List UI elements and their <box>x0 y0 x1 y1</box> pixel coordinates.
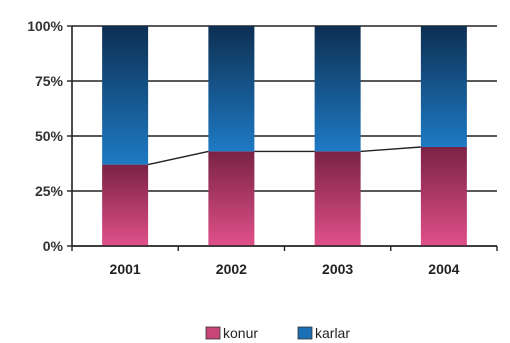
bar-konur-2004 <box>420 147 467 246</box>
x-tick-label: 2002 <box>216 261 247 277</box>
bars <box>102 26 467 246</box>
bar-konur-2002 <box>208 151 255 246</box>
bar-karlar-2001 <box>102 26 149 165</box>
bar-konur-2001 <box>102 164 149 246</box>
x-tick-labels: 2001 2002 2003 2004 <box>110 261 460 277</box>
y-tick-labels: 0% 25% 50% 75% 100% <box>27 18 63 254</box>
legend: konur karlar <box>205 325 350 341</box>
legend-label: karlar <box>315 325 350 341</box>
series-line <box>360 146 421 153</box>
y-tick-label: 75% <box>35 73 64 89</box>
bar-karlar-2003 <box>314 26 361 152</box>
bar-konur-2003 <box>314 151 361 246</box>
axes <box>67 25 498 251</box>
bar-karlar-2002 <box>208 26 255 152</box>
y-tick-label: 100% <box>27 18 63 34</box>
x-tick-label: 2004 <box>428 261 459 277</box>
legend-label: konur <box>223 325 258 341</box>
legend-item-konur: konur <box>205 325 258 341</box>
y-tick-label: 25% <box>35 183 64 199</box>
series-lines <box>147 146 421 166</box>
legend-item-karlar: karlar <box>297 325 350 341</box>
y-tick-label: 0% <box>43 238 64 254</box>
legend-swatch <box>297 326 313 340</box>
legend-swatch <box>205 326 221 340</box>
y-tick-label: 50% <box>35 128 64 144</box>
bar-karlar-2004 <box>420 26 467 147</box>
series-line <box>147 150 209 166</box>
x-tick-label: 2001 <box>110 261 141 277</box>
x-tick-label: 2003 <box>322 261 353 277</box>
